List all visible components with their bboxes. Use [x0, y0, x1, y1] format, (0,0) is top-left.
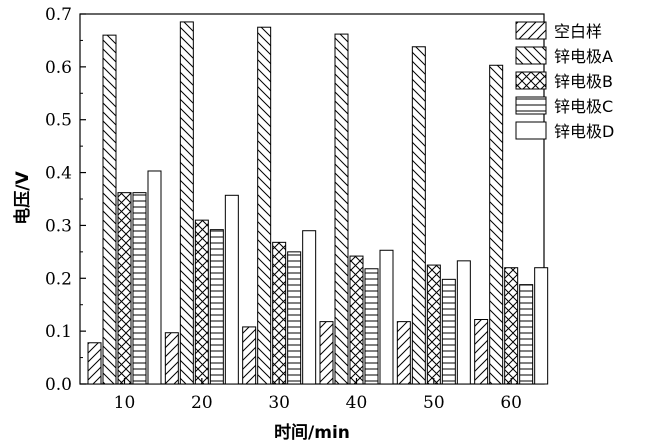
- bar-3-60: [504, 267, 519, 385]
- x-tick-label: 50: [423, 393, 445, 413]
- y-axis-label: 电压/V: [12, 170, 33, 224]
- bar-5-50: [456, 260, 471, 385]
- legend-label-1: 空白样: [554, 22, 602, 41]
- x-axis: 10 20 30 40 50 60: [114, 378, 522, 413]
- y-tick-label: 0.0: [45, 375, 72, 395]
- y-tick-label: 0.6: [45, 58, 72, 78]
- x-tick-label: 30: [268, 393, 290, 413]
- bar-4-40: [364, 268, 379, 385]
- bar-1-40: [319, 321, 334, 385]
- legend-label-4: 锌电极C: [554, 97, 613, 116]
- legend-label-2: 锌电极A: [554, 47, 613, 66]
- bar-2-30: [257, 26, 272, 385]
- y-axis: 0.0 0.1 0.2 0.3 0.4 0.5 0.6 0.7: [45, 5, 86, 395]
- legend-swatch-4: [515, 96, 547, 115]
- x-tick-label: 40: [346, 393, 368, 413]
- bar-5-40: [379, 249, 394, 385]
- bar-1-50: [396, 321, 411, 385]
- bar-4-20: [209, 229, 224, 385]
- bar-2-40: [334, 33, 349, 385]
- legend-label-5: 锌电极D: [554, 122, 614, 141]
- bar-3-40: [349, 255, 364, 385]
- bar-1-20: [164, 332, 179, 385]
- y-tick-label: 0.4: [45, 164, 72, 184]
- bar-3-20: [194, 219, 209, 385]
- x-axis-label: 时间/min: [274, 422, 350, 443]
- bar-3-50: [426, 264, 441, 385]
- bars-group: [87, 21, 549, 385]
- bar-2-10: [102, 34, 117, 385]
- y-tick-label: 0.7: [45, 5, 72, 25]
- bar-4-10: [132, 192, 147, 385]
- bar-5-20: [224, 194, 239, 385]
- bar-1-10: [87, 342, 102, 385]
- bar-1-60: [474, 319, 489, 385]
- bar-2-60: [489, 64, 504, 385]
- bar-5-60: [534, 267, 549, 385]
- legend-label-3: 锌电极B: [554, 72, 613, 91]
- y-tick-label: 0.5: [45, 111, 72, 131]
- y-tick-label: 0.1: [45, 322, 72, 342]
- legend-swatch-1: [515, 21, 547, 40]
- y-tick-label: 0.2: [45, 269, 72, 289]
- x-tick-label: 10: [114, 393, 136, 413]
- legend-swatch-3: [515, 71, 547, 90]
- bar-3-30: [272, 241, 287, 385]
- bar-4-50: [441, 278, 456, 385]
- bar-3-10: [117, 192, 132, 385]
- bar-1-30: [242, 326, 257, 385]
- bar-5-30: [302, 230, 317, 385]
- bar-5-10: [147, 170, 162, 385]
- x-tick-label: 60: [500, 393, 522, 413]
- legend-swatch-2: [515, 46, 547, 65]
- bar-4-30: [287, 251, 302, 385]
- legend-swatch-5: [515, 121, 547, 140]
- x-tick-label: 20: [191, 393, 213, 413]
- bar-2-50: [411, 46, 426, 385]
- bar-4-60: [519, 284, 534, 385]
- y-tick-label: 0.3: [45, 216, 72, 236]
- bar-2-20: [179, 21, 194, 385]
